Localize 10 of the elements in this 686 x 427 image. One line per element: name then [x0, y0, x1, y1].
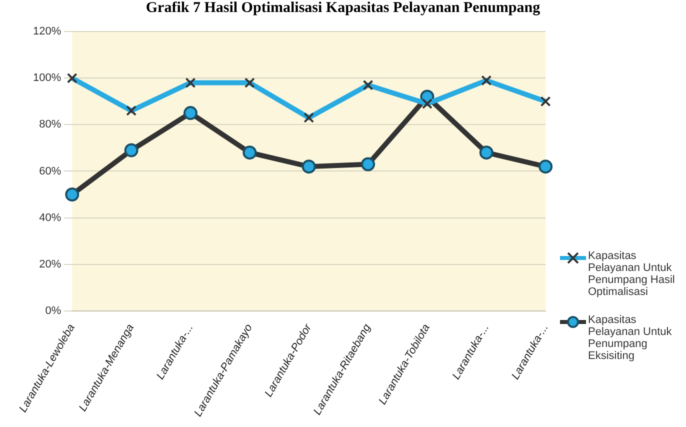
- y-tick-label: 60%: [39, 165, 62, 178]
- y-tick-label: 120%: [32, 26, 62, 38]
- y-tick-label: 80%: [39, 118, 62, 131]
- legend-label: Kapasitas Pelayanan Untuk Penumpang Hasil Optimalisasi: [588, 250, 676, 298]
- y-tick-label: 20%: [39, 258, 62, 270]
- y-tick-label: 100%: [32, 72, 62, 84]
- y-tick-label: 40%: [39, 212, 62, 224]
- legend-label: Kapasitas Pelayanan Untuk Penumpang Eksisiting: [588, 314, 673, 362]
- chart-title: Grafik 7 Hasil Optimalisasi Kapasitas Pelayanan Penumpang: [144, 0, 542, 17]
- y-tick-label: 0%: [45, 304, 62, 317]
